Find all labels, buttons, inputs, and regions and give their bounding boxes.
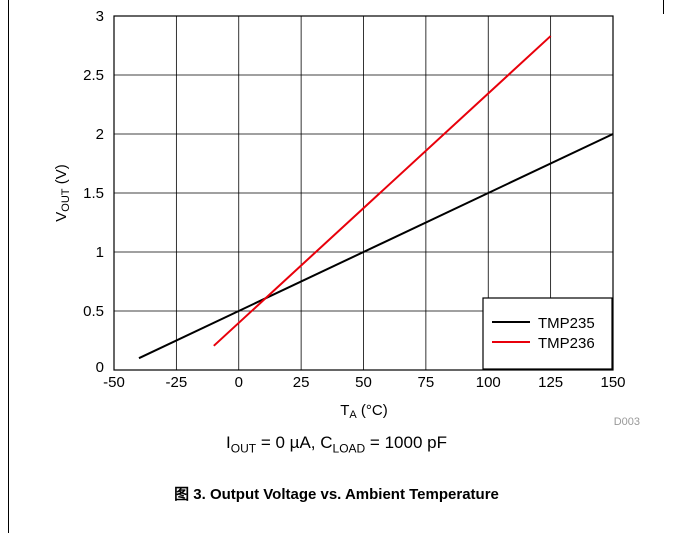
y-tick-label: 0	[96, 359, 104, 376]
x-tick-label: -50	[103, 374, 125, 391]
i-out-sub: OUT	[230, 441, 257, 456]
x-axis-label: TA (°C)	[340, 402, 388, 421]
legend: TMP235 TMP236	[482, 297, 613, 370]
x-tick-label: -25	[166, 374, 188, 391]
y-tick-label: 3	[96, 8, 104, 25]
x-tick-label: 50	[355, 374, 372, 391]
plot-area-border	[113, 15, 614, 371]
test-conditions: IOUT = 0 µA, CLOAD = 1000 pF	[0, 433, 673, 455]
c-load-rest: = 1000 pF	[365, 433, 447, 452]
frame-left-border	[8, 0, 9, 533]
i-out-main: I	[226, 433, 231, 452]
voltage-temperature-chart: -50 -25 0 25 50 75 100 125 150 0 0.5 1 1.5 2 2.5 3 TA …	[53, 8, 640, 428]
y-tick-label: 1	[96, 244, 104, 261]
x-tick-label: 0	[235, 374, 243, 391]
i-out-rest: = 0 µA, C	[256, 433, 333, 452]
legend-label-tmp236: TMP236	[538, 335, 595, 352]
series-line-tmp235	[138, 133, 614, 360]
c-load-sub: LOAD	[332, 441, 366, 456]
x-tick-label: 150	[600, 374, 625, 391]
y-tick-label: 0.5	[83, 303, 104, 320]
caption-text: 3. Output Voltage vs. Ambient Temperatur…	[189, 486, 499, 503]
legend-label-tmp235: TMP235	[538, 315, 595, 332]
series-lines	[138, 35, 614, 360]
x-tick-label: 75	[418, 374, 435, 391]
x-tick-label: 100	[476, 374, 501, 391]
figure-code: D003	[614, 416, 640, 428]
caption-prefix: 图	[174, 486, 190, 503]
y-axis-label: VOUT (V)	[53, 164, 72, 221]
y-tick-labels: 0 0.5 1 1.5 2 2.5 3	[83, 8, 104, 376]
y-tick-label: 2	[96, 126, 104, 143]
x-tick-label: 25	[293, 374, 310, 391]
figure-caption: 图 3. Output Voltage vs. Ambient Temperat…	[0, 483, 673, 504]
y-tick-label: 1.5	[83, 185, 104, 202]
x-tick-label: 125	[538, 374, 563, 391]
series-line-tmp236	[213, 35, 552, 347]
frame-right-border	[663, 0, 664, 14]
legend-box	[482, 297, 613, 370]
y-tick-label: 2.5	[83, 67, 104, 84]
x-tick-labels: -50 -25 0 25 50 75 100 125 150	[103, 374, 625, 391]
